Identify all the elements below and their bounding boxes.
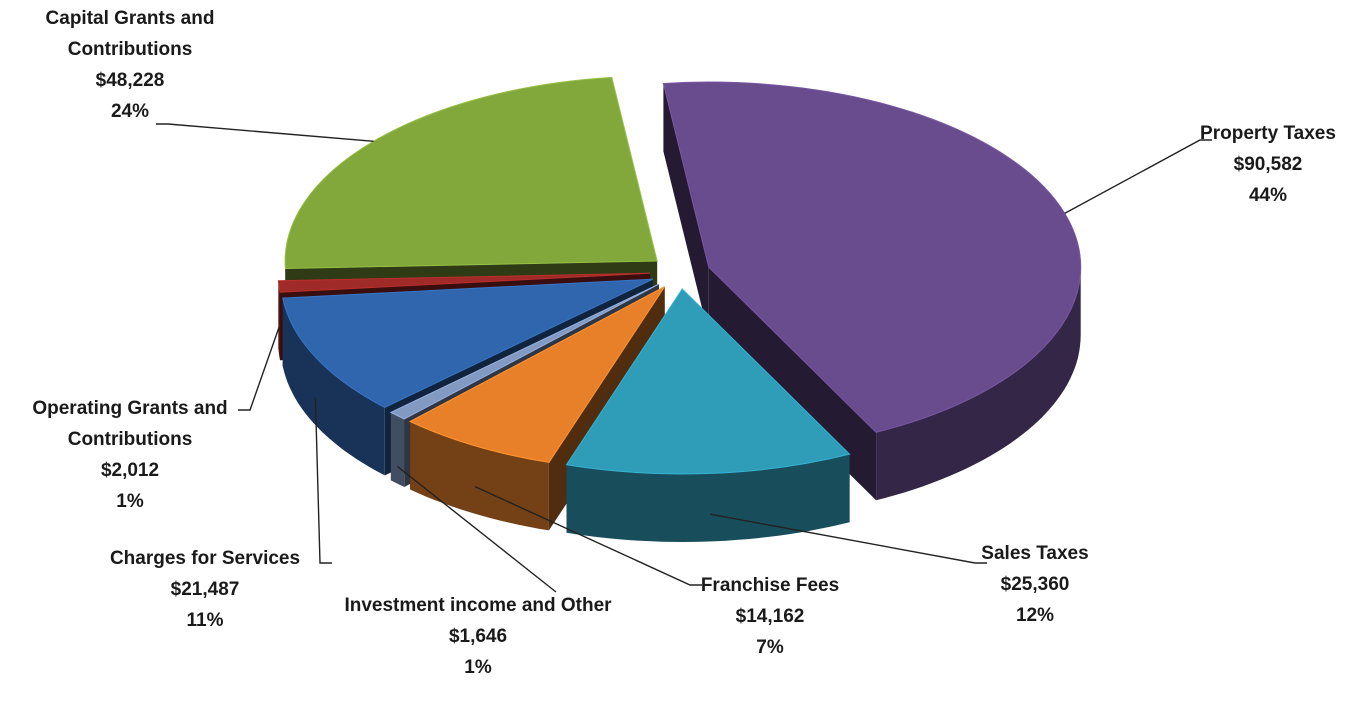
data-label: Capital Grants and Contributions $48,228 2… — [20, 3, 240, 127]
slice — [282, 278, 654, 408]
category-label: Charges for Services — [109, 548, 301, 569]
percent-label: 7% — [756, 637, 784, 658]
category-label: Sales Taxes — [981, 543, 1089, 564]
slice-side — [566, 454, 850, 542]
category-label: Property Taxes — [1200, 123, 1336, 144]
percent-label: 1% — [464, 657, 492, 678]
category-label: Capital Grants and Contributions — [45, 8, 215, 60]
leader-line — [1064, 139, 1212, 215]
slice-wall — [663, 83, 709, 336]
slice-side — [282, 298, 385, 476]
slice — [277, 272, 651, 293]
value-label: $48,228 — [95, 70, 165, 91]
leader-line — [397, 465, 557, 593]
value-label: $2,012 — [100, 460, 160, 481]
leader-line — [710, 513, 987, 564]
slice — [662, 81, 1082, 433]
percent-label: 1% — [116, 491, 144, 512]
data-label: Property Taxes $90,582 44% — [1168, 118, 1368, 211]
leader-line — [314, 397, 332, 564]
category-label: Franchise Fees — [700, 575, 840, 596]
data-label: Franchise Fees $14,162 7% — [670, 570, 870, 663]
leader-line — [474, 485, 702, 586]
leader-line — [156, 123, 374, 142]
slice-side — [390, 412, 405, 487]
value-label: $14,162 — [735, 606, 805, 627]
percent-label: 12% — [1015, 605, 1055, 626]
value-label: $90,582 — [1233, 154, 1303, 175]
leader-line — [238, 327, 280, 411]
percent-label: 24% — [110, 101, 150, 122]
value-label: $1,646 — [448, 626, 508, 647]
slice-side — [876, 267, 1081, 501]
slice — [284, 76, 658, 270]
slice-side — [278, 280, 280, 361]
percent-label: 44% — [1248, 185, 1288, 206]
data-label: Sales Taxes $25,360 12% — [935, 538, 1135, 631]
value-label: $21,487 — [170, 579, 240, 600]
value-label: $25,360 — [1000, 574, 1070, 595]
data-label: Operating Grants and Contributions $2,012… — [5, 393, 255, 517]
category-label: Investment income and Other — [344, 595, 612, 616]
slice — [389, 283, 660, 420]
slice — [565, 288, 851, 475]
data-label: Charges for Services $21,487 11% — [85, 543, 325, 636]
category-label: Operating Grants and Contributions — [32, 398, 228, 450]
data-label: Investment income and Other $1,646 1% — [343, 590, 613, 683]
slice — [408, 286, 666, 463]
percent-label: 11% — [186, 610, 224, 631]
